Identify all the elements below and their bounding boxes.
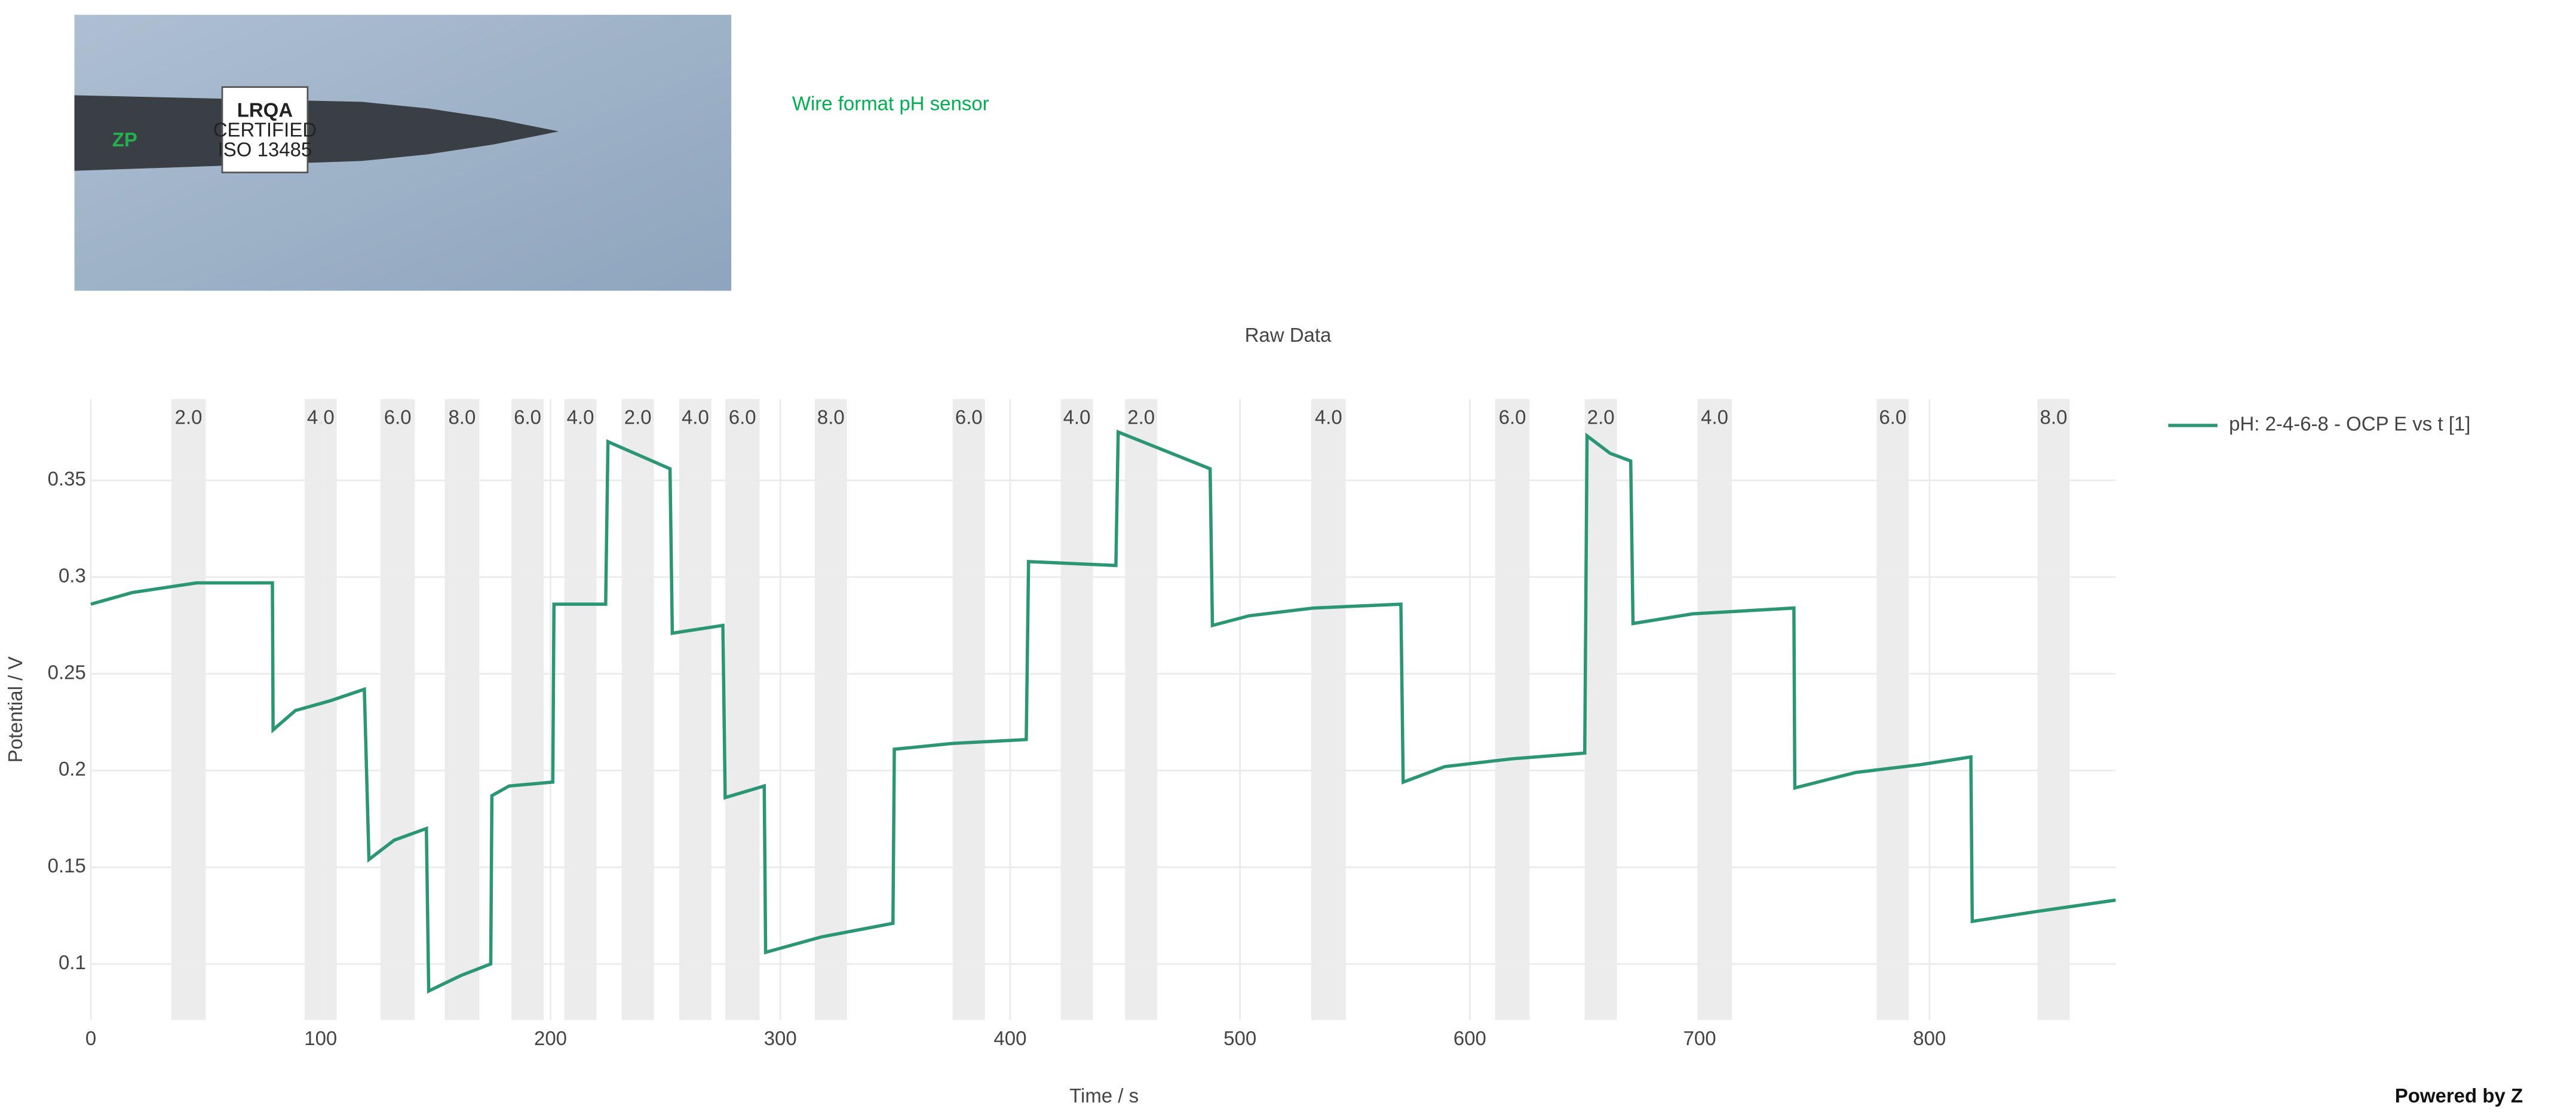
region-band [1697,399,1732,1021]
region-label: 8.0 [2040,406,2068,428]
region-label: 6.0 [1499,406,1526,428]
y-axis-label: Potential / V [4,657,26,763]
region-band [444,399,480,1021]
region-label: 4.0 [567,406,594,428]
region-label: 6.0 [1879,406,1906,428]
cert-text: LRQA [237,99,293,121]
probe [74,95,559,171]
legend-label: pH: 2-4-6-8 - OCP E vs t [1] [2229,413,2470,435]
region-label: 4.0 [682,406,709,428]
x-tick-label: 600 [1453,1027,1486,1049]
y-tick-label: 0.25 [48,661,86,683]
brand: ZP [112,128,137,151]
region-band [1876,399,1909,1021]
region-band [1125,399,1158,1021]
region-band [1495,399,1530,1021]
region-band [511,399,544,1021]
y-tick-label: 0.15 [48,854,86,877]
region-label: 6.0 [955,406,983,428]
cert-text: CERTIFIED [213,119,317,141]
region-band [1311,399,1346,1021]
x-tick-label: 200 [534,1027,567,1049]
region-band [171,399,206,1021]
region-band [1060,399,1093,1021]
x-tick-label: 500 [1223,1027,1256,1049]
region-label: 6.0 [729,406,756,428]
y-tick-label: 0.3 [59,565,86,587]
region-label: 6.0 [384,406,412,428]
x-tick-label: 400 [993,1027,1026,1049]
x-tick-label: 300 [764,1027,797,1049]
region-label: 4.0 [1063,406,1091,428]
y-tick-label: 0.35 [48,468,86,490]
y-tick-label: 0.1 [59,951,86,973]
region-label: 2.0 [1587,406,1615,428]
x-tick-label: 800 [1913,1027,1946,1049]
page-title: Wire format pH sensor [792,93,989,115]
region-band [380,399,415,1021]
region-band [725,399,760,1021]
cert-text: ISO 13485 [218,139,312,161]
region-band [952,399,985,1021]
x-tick-label: 0 [85,1027,96,1049]
region-band [564,399,597,1021]
region-label: 2.0 [1127,406,1155,428]
data-line [90,429,2116,994]
region-band [621,399,654,1021]
y-tick-label: 0.2 [59,758,86,780]
region-label: 8.0 [448,406,476,428]
region-band [1584,399,1617,1021]
region-band [2037,399,2070,1021]
logo-image: ZP LRQA CERTIFIED ISO 13485 [74,14,732,291]
region-label: 4.0 [1315,406,1342,428]
x-tick-label: 700 [1683,1027,1716,1049]
cert-box [221,86,309,174]
footer: Powered by Z [2395,1085,2523,1107]
region-label: 6.0 [514,406,541,428]
x-axis-label: Time / s [1069,1085,1139,1107]
region-label: 8.0 [817,406,845,428]
chart-title: Raw Data [1245,324,1332,346]
region-band [679,399,712,1021]
x-tick-label: 100 [304,1027,337,1049]
region-band [814,399,847,1021]
region-label: 4.0 [1701,406,1728,428]
region-label: 2.0 [624,406,652,428]
region-label: 2.0 [175,406,203,428]
